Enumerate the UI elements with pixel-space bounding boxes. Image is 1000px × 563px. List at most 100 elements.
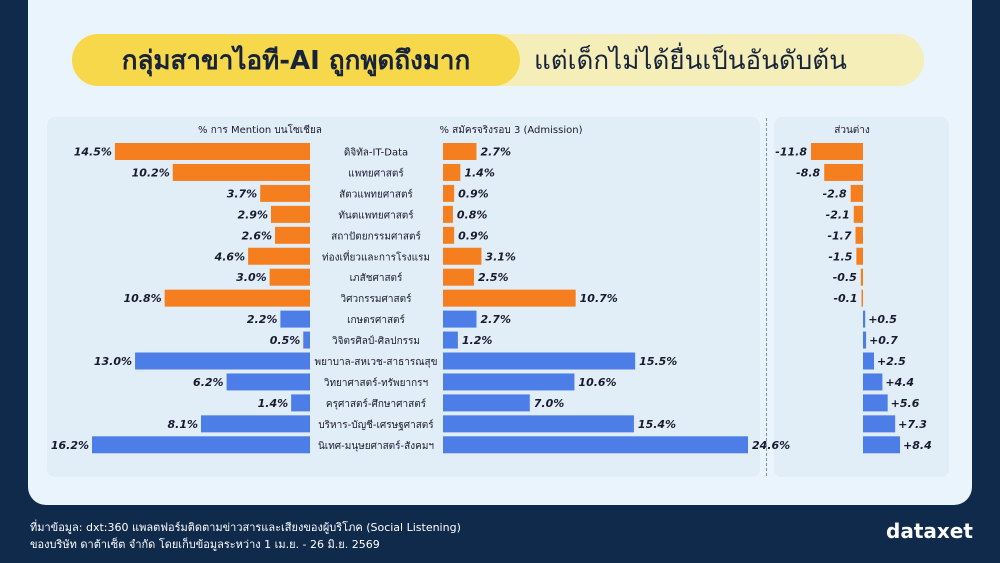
label-difference: +8.4 [903, 439, 932, 452]
bar-difference [850, 184, 863, 202]
bar-difference [853, 205, 863, 223]
label-mention: 3.7% [227, 187, 258, 200]
bar-admission [443, 415, 634, 433]
bar-admission [443, 331, 458, 349]
category-label: ดิจิทัล-IT-Data [344, 148, 408, 159]
label-mention: 1.4% [258, 397, 289, 410]
bar-admission [443, 310, 477, 328]
chart: % การ Mention บนโซเชียล % สมัครจริงรอบ 3 … [51, 123, 932, 454]
label-difference: +4.4 [885, 376, 914, 389]
bar-difference [824, 163, 863, 181]
label-difference: -0.5 [833, 271, 857, 284]
label-difference: -2.1 [826, 208, 850, 221]
label-admission: 2.7% [480, 146, 511, 159]
bar-admission [443, 436, 748, 454]
label-admission: 10.6% [578, 376, 616, 389]
label-difference: +0.7 [869, 334, 898, 347]
label-difference: -1.7 [827, 229, 851, 242]
category-label: ทันตแพทยศาสตร์ [338, 209, 414, 221]
bar-difference [860, 268, 863, 286]
bar-mention [164, 289, 310, 307]
bar-mention [92, 436, 310, 454]
label-mention: 6.2% [193, 376, 224, 389]
bar-difference [863, 394, 888, 412]
bar-admission [443, 289, 576, 307]
title-light: แต่เด็กไม่ได้ยื่นเป็นอันดับต้น [534, 45, 847, 76]
bar-admission [443, 143, 477, 160]
bar-mention [226, 373, 310, 391]
dashed-divider [766, 118, 767, 476]
bar-difference [811, 143, 863, 160]
bar-mention [270, 205, 310, 223]
bar-admission [443, 373, 575, 391]
bar-mention [248, 247, 310, 265]
label-admission: 1.4% [464, 166, 495, 179]
bar-mention [291, 394, 310, 412]
bar-difference [863, 352, 875, 370]
bar-admission [443, 163, 461, 181]
label-mention: 2.6% [241, 229, 272, 242]
bar-admission [443, 205, 453, 223]
label-admission: 2.5% [478, 271, 509, 284]
category-label: วิศวกรรมศาสตร์ [340, 293, 412, 305]
bar-admission [443, 394, 530, 412]
source-line-2: ของบริษัท ดาต้าเซ็ต จำกัด โดยเก็บข้อมูลร… [30, 538, 380, 551]
bar-mention [275, 226, 310, 244]
header-admission: % สมัครจริงรอบ 3 (Admission) [440, 125, 583, 136]
bar-difference [863, 373, 883, 391]
category-label: เภสัชศาสตร์ [350, 272, 403, 284]
title-banner: กลุ่มสาขาไอที-AI ถูกพูดถึงมาก แต่เด็กไม่… [72, 34, 924, 86]
bar-mention [114, 143, 310, 160]
bar-admission [443, 247, 482, 265]
category-label: เกษตรศาสตร์ [347, 314, 405, 326]
label-difference: +2.5 [877, 355, 906, 368]
label-admission: 1.2% [462, 334, 493, 347]
category-label: นิเทศ-มนุษยศาสตร์-สังคมฯ [318, 440, 434, 452]
bar-mention [135, 352, 310, 370]
label-admission: 10.7% [580, 292, 618, 305]
label-difference: -8.8 [796, 166, 820, 179]
category-label: พยาบาล-สหเวช-สาธารณสุข [315, 357, 438, 368]
header-mention: % การ Mention บนโซเชียล [198, 123, 322, 136]
category-label: บริหาร-บัญชี-เศรษฐศาสตร์ [318, 419, 434, 431]
bar-mention [260, 184, 310, 202]
label-admission: 15.5% [639, 355, 677, 368]
label-mention: 8.1% [167, 418, 198, 431]
bar-difference [863, 415, 896, 433]
label-difference: -11.8 [775, 146, 807, 159]
label-mention: 3.0% [236, 271, 267, 284]
category-label: วิทยาศาสตร์-ทรัพยากรฯ [323, 377, 428, 389]
source-line-1: ที่มาข้อมูล: dxt:360 แพลตฟอร์มติดตามข่าว… [30, 521, 461, 534]
bar-admission [443, 352, 636, 370]
bar-difference [863, 310, 866, 328]
label-admission: 7.0% [534, 397, 565, 410]
label-difference: +5.6 [891, 397, 920, 410]
bar-mention [201, 415, 310, 433]
label-mention: 10.8% [123, 292, 161, 305]
category-label: สถาปัตยกรรมศาสตร์ [331, 230, 421, 242]
label-mention: 16.2% [51, 439, 89, 452]
category-label: ท่องเที่ยวและการโรงแรม [322, 249, 430, 263]
label-mention: 14.5% [74, 146, 112, 159]
bar-difference [863, 331, 867, 349]
label-difference: -1.5 [828, 250, 852, 263]
label-mention: 4.6% [214, 250, 246, 263]
bar-difference [861, 289, 863, 307]
label-admission: 3.1% [485, 250, 516, 263]
bar-mention [303, 331, 310, 349]
category-label: แพทยศาสตร์ [348, 167, 404, 179]
label-mention: 0.5% [270, 334, 301, 347]
category-label: วิจิตรศิลป์-ศิลปกรรม [332, 335, 420, 347]
label-mention: 10.2% [132, 166, 170, 179]
label-admission: 0.8% [457, 208, 488, 221]
label-admission: 24.6% [752, 439, 790, 452]
label-admission: 2.7% [480, 313, 511, 326]
category-label: ครุศาสตร์-ศึกษาศาสตร์ [326, 398, 427, 410]
label-admission: 0.9% [458, 187, 489, 200]
bar-admission [443, 268, 474, 286]
label-difference: +7.3 [898, 418, 927, 431]
bar-difference [855, 226, 863, 244]
label-admission: 0.9% [458, 229, 489, 242]
label-difference: -0.1 [833, 292, 857, 305]
bar-mention [269, 268, 310, 286]
